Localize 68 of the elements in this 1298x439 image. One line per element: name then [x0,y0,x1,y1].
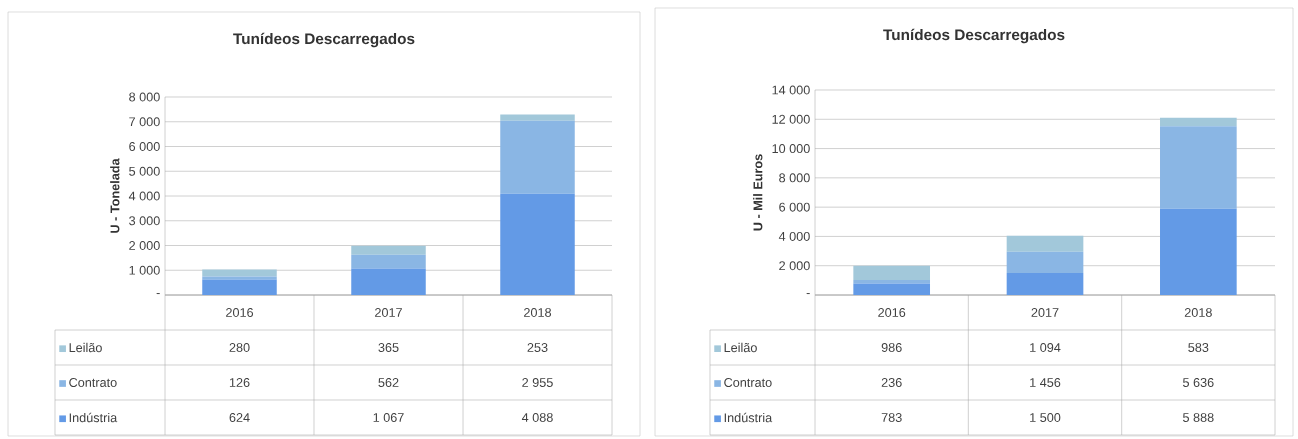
data-label: 236 [881,378,902,387]
x-tick-label: 2018 [1184,308,1212,317]
y-tick-label: 1 000 [129,265,160,275]
y-tick-label: - [156,293,160,295]
data-label: 280 [229,343,250,352]
legend-label: Leilão [69,342,102,353]
legend-label: Indústria [724,412,773,423]
bar [202,276,277,280]
data-label: 624 [229,413,250,422]
bar [351,254,426,269]
bar [1006,235,1084,252]
data-label: 562 [378,378,399,387]
bar [1006,251,1084,274]
y-tick-label: 12 000 [772,114,810,124]
x-tick-label: 2017 [375,308,402,317]
data-label: 1 094 [1030,343,1061,352]
x-tick-label: 2018 [524,308,552,317]
bar [1160,117,1237,127]
legend-label: Leilão [724,342,757,353]
chart-title: Tunídeos Descarregados [233,32,415,48]
data-label: 365 [378,343,399,352]
x-tick-label: 2016 [878,308,906,317]
bar [1160,208,1237,295]
data-label: 253 [527,343,548,352]
bar [351,268,426,295]
x-tick-label: 2016 [226,308,254,317]
data-label: 1 456 [1030,378,1061,387]
y-tick-label: - [806,293,810,295]
legend-label: Indústria [69,412,118,423]
x-tick-label: 2017 [1031,308,1059,317]
bar [351,245,426,255]
y-tick-label: 3 000 [129,216,160,226]
data-label: 583 [1188,343,1209,352]
data-label: 986 [881,343,902,352]
data-label: 126 [229,378,250,387]
bar [853,280,931,284]
data-label: 1 500 [1030,413,1061,422]
y-tick-label: 14 000 [772,85,810,95]
data-label: 2 955 [522,378,553,387]
data-label: 4 088 [521,413,553,422]
y-axis-title: U - Mil Euros [753,154,763,231]
y-tick-label: 10 000 [772,144,810,154]
y-tick-label: 6 000 [779,202,810,212]
y-tick-label: 8 000 [779,173,810,183]
data-label: 783 [881,413,902,422]
y-tick-label: 2 000 [779,261,810,271]
legend-label: Contrato [69,378,117,387]
data-label: 1 067 [373,413,404,422]
data-label: 5 636 [1182,378,1214,387]
y-tick-label: 4 000 [128,191,160,201]
bar [1160,126,1237,209]
bar [853,283,931,295]
bar [853,265,931,281]
y-tick-label: 8 000 [129,92,160,102]
bar [500,114,575,121]
bar [500,120,575,194]
y-tick-label: 4 000 [778,231,810,241]
bar [500,193,575,295]
bar [1006,273,1084,295]
y-tick-label: 2 000 [129,241,160,250]
data-label: 5 888 [1182,413,1214,422]
legend-label: Contrato [724,378,772,387]
y-tick-label: 7 000 [129,117,160,127]
y-tick-label: 5 000 [129,166,160,176]
chart-title: Tunídeos Descarregados [883,28,1065,44]
bar [202,279,277,295]
y-axis-title: U - Tonelada [110,158,120,233]
y-tick-label: 6 000 [129,142,160,151]
